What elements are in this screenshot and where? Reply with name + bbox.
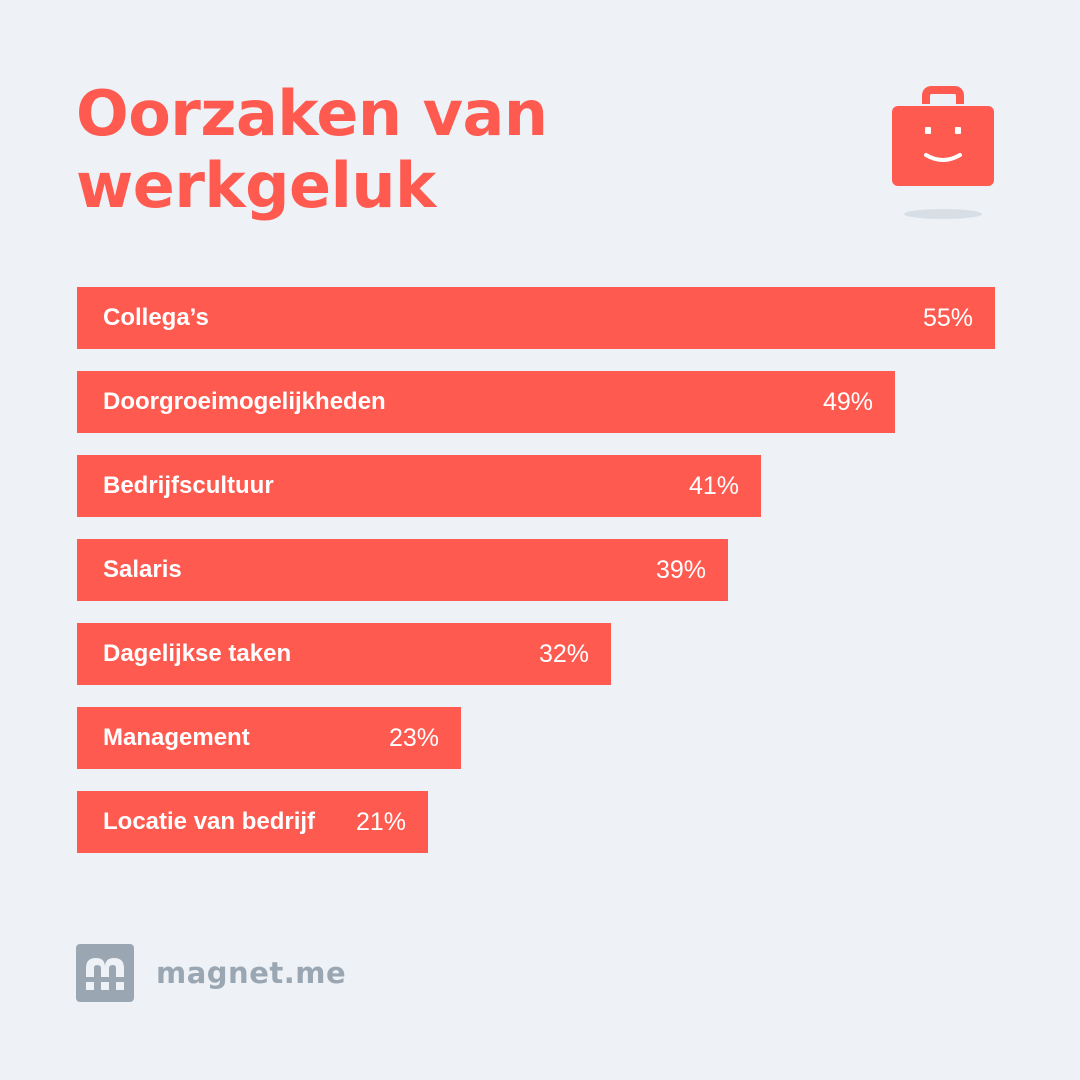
bar-value-label: 41% [688, 472, 739, 500]
brand-footer: magnet.me [76, 944, 346, 1002]
bar-value-label: 49% [822, 388, 873, 416]
brand-name: magnet.me [156, 956, 347, 990]
bar-value-label: 21% [355, 808, 406, 836]
bar-label: Bedrijfscultuur [103, 472, 274, 499]
bar-label: Collega’s [103, 304, 209, 331]
page-title: Oorzaken van werkgeluk [76, 78, 776, 222]
bar-2: Doorgroeimogelijkheden 49% [77, 371, 895, 433]
bar-label: Locatie van bedrijf [103, 808, 316, 835]
bar-value-label: 55% [922, 304, 973, 332]
bar-value-label: 39% [655, 556, 706, 584]
title-line-2: werkgeluk [76, 149, 436, 222]
bar-4: Salaris 39% [77, 539, 728, 601]
bar-1: Collega’s 55% [77, 287, 995, 349]
bar-label: Management [103, 724, 250, 751]
bar-label: Dagelijkse taken [103, 640, 292, 667]
bar-6: Management 23% [77, 707, 461, 769]
magnet-me-logo-icon [76, 944, 134, 1002]
bar-label: Salaris [103, 556, 182, 583]
bar-value-label: 32% [538, 640, 589, 668]
bar-value-label: 23% [388, 724, 439, 752]
bar-7: Locatie van bedrijf 21% [77, 791, 428, 853]
smiling-briefcase-icon [892, 86, 994, 219]
bar-3: Bedrijfscultuur 41% [77, 455, 761, 517]
bar-label: Doorgroeimogelijkheden [103, 388, 386, 415]
title-line-1: Oorzaken van [76, 77, 548, 150]
bar-5: Dagelijkse taken 32% [77, 623, 611, 685]
